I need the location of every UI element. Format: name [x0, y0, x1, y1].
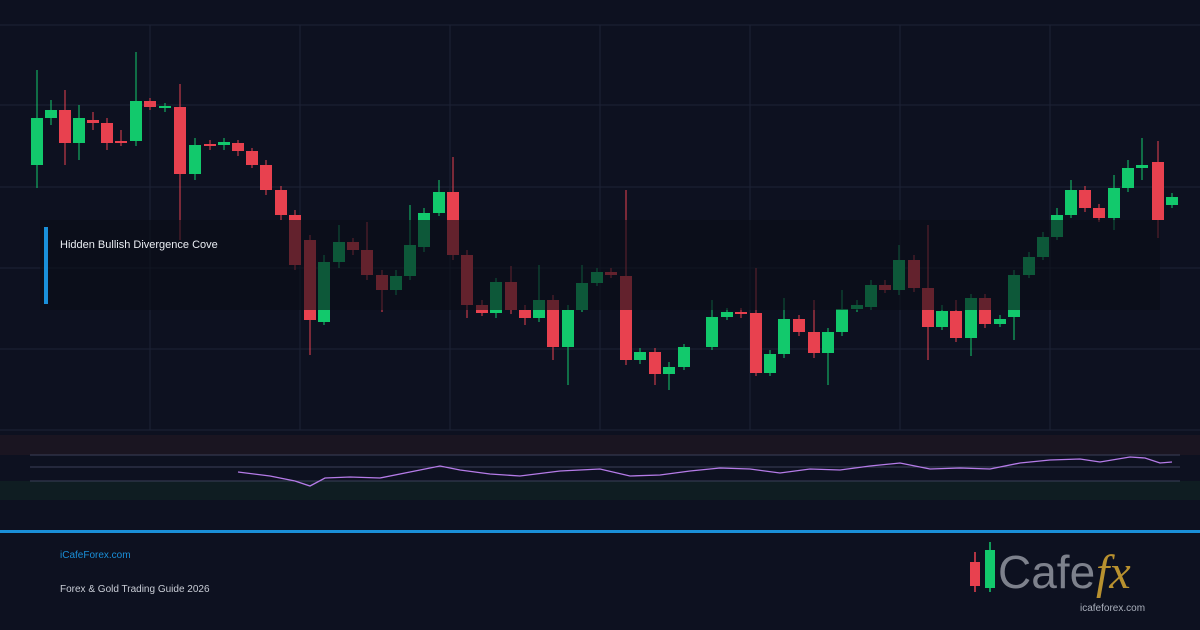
candle-body [706, 317, 718, 347]
footer-site: iCafeForex.com [60, 550, 131, 561]
candle-body [73, 118, 85, 143]
candle-body [562, 310, 574, 347]
candle-body [260, 165, 272, 190]
candle-body [519, 310, 531, 318]
overlay-label: Hidden Bullish Divergence Cove [60, 239, 218, 251]
label-accent [44, 227, 48, 304]
candle-body [1166, 197, 1178, 205]
candle-body [45, 110, 57, 118]
candle-body [204, 144, 216, 146]
candle-body [836, 309, 848, 332]
candle-body [649, 352, 661, 374]
candle-body [721, 312, 733, 317]
candle-body [275, 190, 287, 215]
candle-body [822, 332, 834, 353]
candle-body [793, 319, 805, 332]
label-box [40, 220, 1160, 310]
candle-body [950, 311, 962, 338]
candle-body [994, 319, 1006, 324]
candle-body [115, 141, 127, 143]
candle-body [678, 347, 690, 367]
candle-body [1093, 208, 1105, 218]
candle-body [936, 311, 948, 327]
oscillator [237, 456, 1173, 487]
candle-body [1065, 190, 1077, 215]
candle-body [764, 354, 776, 373]
candle-body [87, 120, 99, 123]
candle-body [1152, 162, 1164, 220]
candle-body [778, 319, 790, 354]
osc-bottom-band [0, 481, 1200, 500]
candle-body [1136, 165, 1148, 168]
divider [0, 530, 1200, 533]
footer-tagline: Forex & Gold Trading Guide 2026 [60, 584, 210, 595]
candle-body [218, 142, 230, 145]
osc-top-band [0, 435, 1200, 455]
candle-body [232, 143, 244, 151]
candle-body [59, 110, 71, 143]
candle-body [1122, 168, 1134, 188]
candle-body [130, 101, 142, 141]
candle-body [174, 107, 186, 174]
candle-body [101, 123, 113, 143]
candle-body [808, 332, 820, 353]
candle-body [189, 145, 201, 174]
candle-body [735, 312, 747, 314]
candle-body [634, 352, 646, 360]
candle-body [1108, 188, 1120, 218]
candle-body [663, 367, 675, 374]
logo-icon [970, 542, 995, 592]
logo-url: icafeforex.com [1080, 603, 1145, 614]
candle-body [246, 151, 258, 165]
candle-body [159, 106, 171, 108]
candle-body [144, 101, 156, 107]
candle-body [31, 118, 43, 165]
logo-word: Cafe [998, 546, 1095, 598]
logo-accent: fx [1096, 546, 1131, 599]
candle-body [750, 313, 762, 373]
candle-body [547, 300, 559, 347]
candle-body [433, 192, 445, 213]
candle-body [1079, 190, 1091, 208]
